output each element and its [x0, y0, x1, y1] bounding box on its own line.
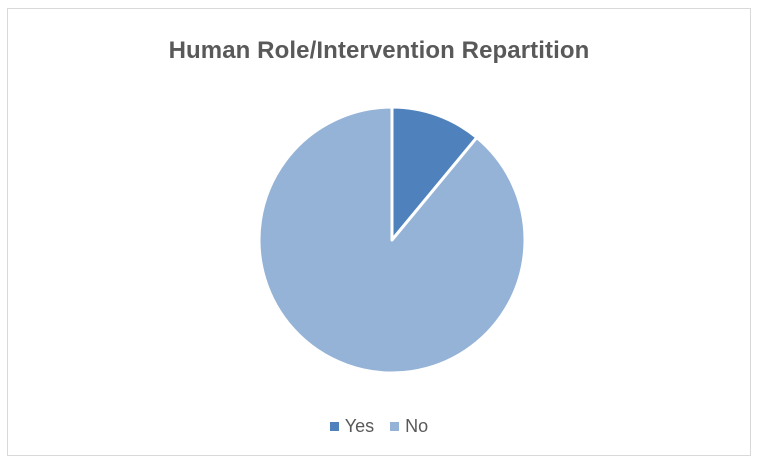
pie-chart: [257, 105, 527, 375]
chart-area: Human Role/Intervention Repartition Yes …: [7, 8, 751, 456]
legend-item-yes: Yes: [329, 416, 375, 437]
pie-slice-yes: [390, 105, 479, 242]
pie-slice-no: [257, 105, 527, 375]
chart-title: Human Role/Intervention Repartition: [168, 37, 590, 64]
legend-swatch-yes: [329, 422, 339, 431]
legend-label-no: No: [405, 416, 429, 436]
legend-item-no: No: [390, 416, 428, 437]
legend-label-yes: Yes: [344, 416, 375, 436]
chart-legend: Yes No: [8, 416, 750, 437]
legend-swatch-no: [390, 422, 400, 431]
